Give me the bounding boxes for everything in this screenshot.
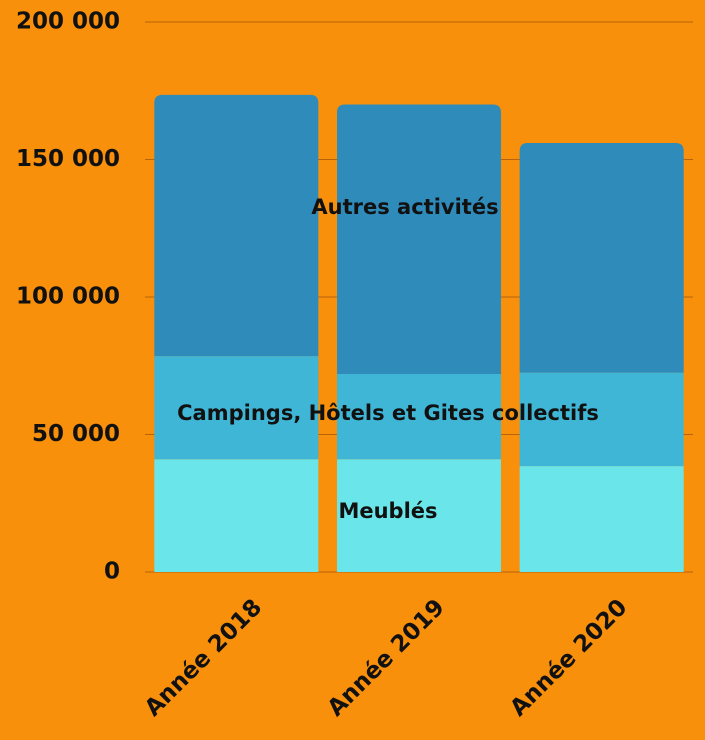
x-tick-label: Année 2018 xyxy=(140,594,267,721)
bar-segment xyxy=(519,466,684,572)
bar-segment xyxy=(154,459,319,572)
series-label: Meublés xyxy=(338,499,437,523)
y-tick-label: 50 000 xyxy=(32,421,120,447)
bar-segment xyxy=(154,94,319,357)
x-tick-label: Année 2020 xyxy=(505,594,632,721)
y-tick-label: 0 xyxy=(104,559,120,585)
y-tick-label: 200 000 xyxy=(16,9,120,35)
bar-segment xyxy=(337,374,501,460)
bar-segment xyxy=(519,143,684,373)
x-tick-label: Année 2019 xyxy=(323,594,450,721)
bar-segment xyxy=(337,104,501,374)
y-tick-label: 150 000 xyxy=(16,146,120,172)
y-tick-label: 100 000 xyxy=(16,284,120,310)
bar-segment xyxy=(337,459,501,572)
bar-segment xyxy=(519,372,684,467)
series-label: Campings, Hôtels et Gites collectifs xyxy=(177,401,599,425)
series-label: Autres activités xyxy=(311,195,498,219)
bar-segment xyxy=(154,356,319,460)
